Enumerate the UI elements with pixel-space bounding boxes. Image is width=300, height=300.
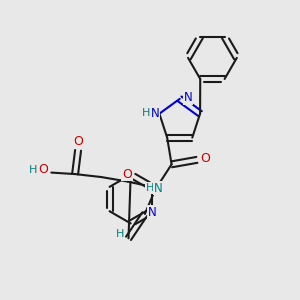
Text: O: O	[73, 136, 83, 148]
Text: O: O	[122, 168, 132, 181]
Text: N: N	[151, 106, 159, 120]
Text: N: N	[148, 206, 157, 219]
Text: O: O	[200, 152, 210, 165]
Text: O: O	[38, 163, 48, 176]
Text: H: H	[146, 183, 154, 193]
Text: N: N	[184, 91, 192, 104]
Text: H: H	[116, 229, 124, 239]
Text: H: H	[142, 108, 150, 118]
Text: H: H	[29, 165, 37, 175]
Text: N: N	[154, 182, 163, 195]
